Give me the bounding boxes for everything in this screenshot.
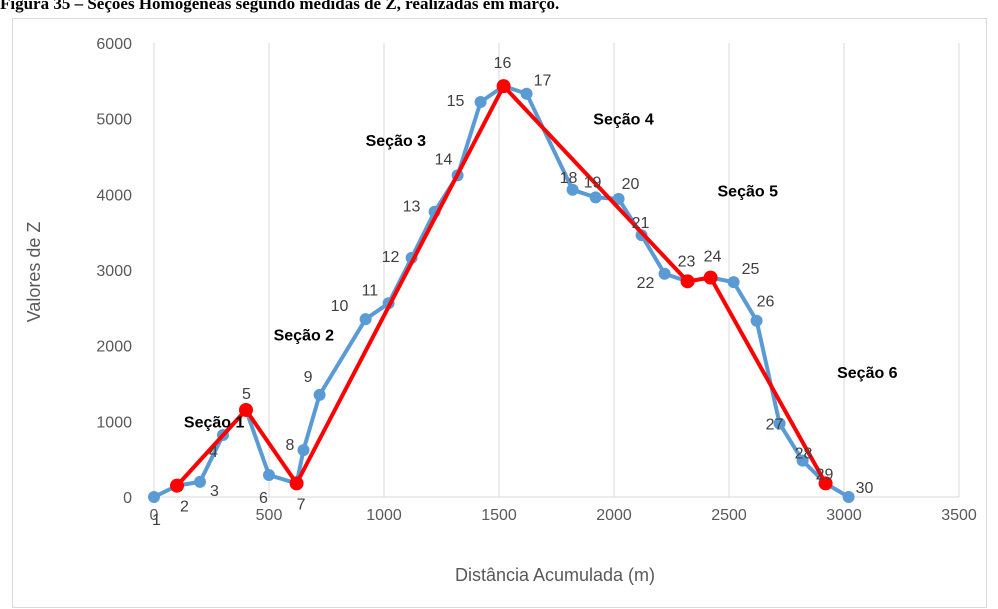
point-label: 24 [704,249,722,266]
point-label: 10 [331,298,349,315]
blue-data-point [297,444,310,457]
x-tick-label: 1000 [366,507,402,524]
point-label: 7 [297,496,306,513]
section-label: Seção 1 [184,414,245,431]
blue-data-point [148,491,160,503]
grid-layer [153,43,960,498]
point-label: 29 [816,466,834,483]
chart-area: 0 500 1000 1500 2000 2500 3000 3500 0 1000 2000 300… [12,18,987,608]
blue-data-point [313,388,326,401]
point-label: 12 [382,249,400,266]
point-label: 20 [622,176,640,193]
y-tick-label: 3000 [96,263,132,280]
section-label-layer: Seção 1 Seção 2 Seção 3 Seção 4 Seção 5 Seção… [184,112,898,432]
point-label: 8 [286,437,295,454]
x-tick-label: 1500 [481,507,517,524]
point-label: 13 [403,199,421,216]
red-data-point [680,274,695,289]
red-data-point [703,270,718,285]
blue-series-line [153,84,850,499]
blue-data-point [750,314,763,327]
point-label: 15 [447,93,465,110]
blue-data-point [520,87,533,100]
point-label: 27 [766,417,784,434]
blue-data-point [612,192,625,205]
blue-data-point [263,469,275,482]
section-label: Seção 2 [274,327,335,344]
red-data-point [818,476,833,491]
y-tick-label: 6000 [96,36,132,53]
blue-data-point [194,475,206,488]
blue-data-point [842,491,855,503]
section-label: Seção 4 [593,112,654,129]
point-label: 11 [362,282,379,299]
point-label: 2 [180,499,189,516]
point-label: 21 [632,215,650,232]
point-label: 6 [259,490,268,507]
blue-data-point [658,267,671,280]
point-label: 5 [242,386,251,403]
blue-series-layer [148,80,855,503]
point-label: 3 [210,483,219,500]
point-label: 16 [494,55,512,72]
red-data-point [496,79,511,94]
y-tick-label: 5000 [96,112,132,129]
point-label: 4 [209,444,218,461]
section-label: Seção 6 [837,365,898,382]
point-label: 14 [435,151,453,168]
x-tick-label: 500 [256,507,283,524]
x-tick-label: 3500 [941,507,977,524]
point-label: 28 [795,446,813,463]
y-tick-label: 2000 [96,339,132,356]
point-label: 30 [856,480,874,497]
blue-data-point [474,96,487,109]
y-tick-label: 0 [123,490,132,507]
red-series-layer [170,79,833,493]
x-tick-label: 0 [150,507,159,524]
x-tick-label: 2500 [711,507,747,524]
y-tick-label: 1000 [96,414,132,431]
x-tick-label: 2000 [596,507,632,524]
x-axis-title: Distância Acumulada (m) [455,565,655,585]
x-tick-label: 3000 [826,507,862,524]
section-label: Seção 5 [718,184,779,201]
y-axis-title: Valores de Z [24,222,44,323]
point-label: 25 [742,261,760,278]
point-label: 26 [757,294,775,311]
red-series-line [175,84,828,487]
blue-data-point [796,454,809,467]
blue-data-point [589,191,602,204]
blue-data-point [727,276,740,289]
figure-caption: Figura 35 – Seções Homogêneas segundo me… [0,0,560,13]
point-label: 1 [152,512,161,529]
chart-svg: 0 500 1000 1500 2000 2500 3000 3500010002000300… [24,36,977,585]
point-label: 9 [304,369,313,386]
tick-label-layer: 0 500 1000 1500 2000 2500 3000 3500010002000300… [96,36,976,524]
red-data-point [170,478,184,493]
red-data-point [239,402,253,417]
blue-data-point [773,417,786,430]
y-tick-label: 4000 [96,187,132,204]
point-label: 18 [560,170,578,187]
blue-data-point [566,183,579,196]
point-label: 17 [534,73,552,90]
red-data-point [289,476,304,491]
point-label: 23 [678,253,696,270]
section-label: Seção 3 [366,133,427,150]
point-label: 19 [584,174,602,191]
blue-data-point [359,313,372,326]
point-label: 22 [637,275,655,292]
